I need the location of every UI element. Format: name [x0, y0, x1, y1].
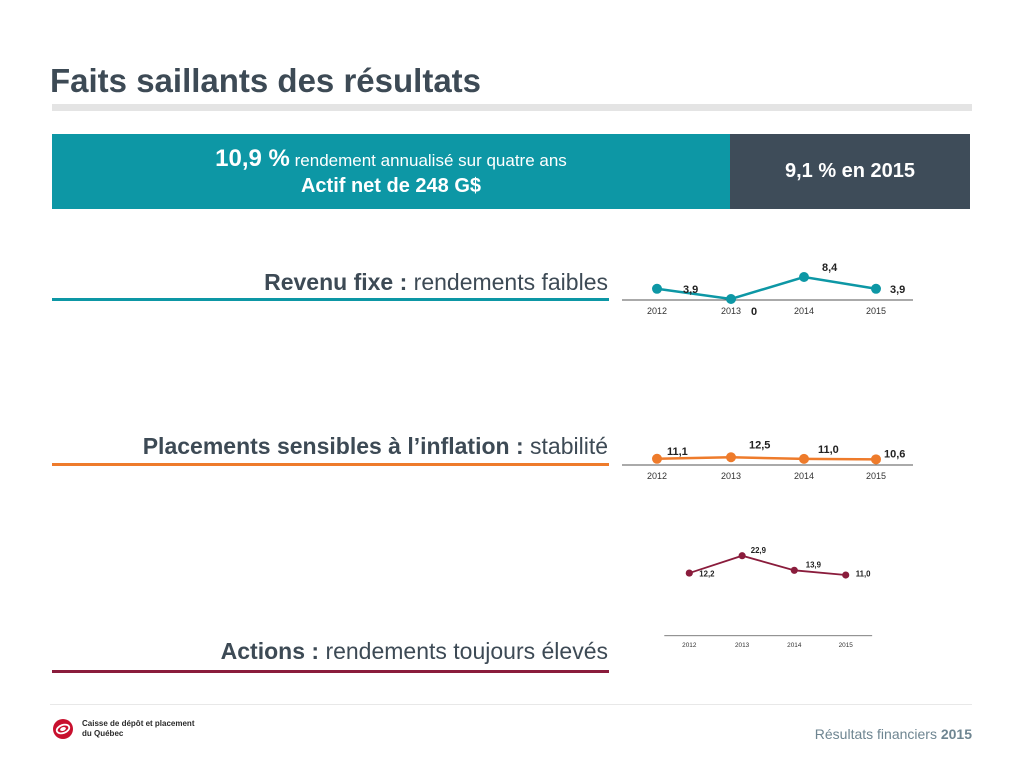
x-tick-2014: 2014 — [794, 471, 814, 481]
category-text: stabilité — [530, 433, 608, 459]
data-point-2014 — [799, 272, 809, 282]
x-tick-2012: 2012 — [647, 306, 667, 316]
data-point-2013 — [726, 452, 736, 463]
data-point-2013 — [726, 294, 736, 304]
cdpq-logo: Caisse de dépôt et placement du Québec — [52, 718, 194, 740]
data-label-2015: 11,0 — [856, 569, 871, 578]
category-text: rendements faibles — [413, 269, 608, 295]
x-tick-2014: 2014 — [794, 306, 814, 316]
data-point-2015 — [842, 571, 850, 579]
page-title: Faits saillants des résultats — [50, 62, 482, 99]
data-label-2012: 11,1 — [667, 446, 688, 458]
category-bold: Actions : — [220, 638, 320, 664]
data-point-2012 — [652, 453, 662, 464]
net-assets: Actif net de 248 G$ — [300, 175, 482, 197]
banner-highlight: 10,9 % rendement annualisé sur quatre an… — [52, 134, 730, 209]
data-label-2014: 8,4 — [822, 262, 838, 274]
chart-equities: 12,2 22,9 13,9 11,0 2012 2013 2014 2015 — [664, 546, 873, 649]
category-bold: Placements sensibles à l’inflation : — [142, 433, 524, 459]
chart-inflation: 11,1 12,5 11,0 10,6 2012 2013 2014 2015 — [622, 439, 913, 481]
return-2015-badge: 9,1 % en 2015 — [730, 134, 970, 209]
x-tick-2013: 2013 — [721, 306, 741, 316]
annualized-return-value: 10,9 % — [215, 145, 290, 172]
title-underline — [52, 104, 972, 111]
category-rule-equities — [52, 670, 609, 673]
data-label-2013: 22,9 — [751, 546, 767, 555]
cdpq-logo-icon — [53, 719, 73, 739]
data-point-2015 — [871, 283, 881, 294]
footer-divider — [50, 704, 972, 705]
data-label-2013: 0 — [751, 306, 757, 318]
x-tick-2015: 2015 — [866, 306, 886, 316]
data-point-2012 — [652, 283, 662, 294]
series-line — [689, 554, 846, 576]
category-bold: Revenu fixe : — [264, 269, 408, 295]
series-line — [656, 455, 877, 461]
data-label-2014: 13,9 — [806, 560, 822, 569]
data-point-2013 — [738, 552, 746, 560]
data-label-2015: 3,9 — [890, 284, 905, 296]
x-tick-2015: 2015 — [839, 642, 854, 649]
data-label-2012: 12,2 — [699, 570, 715, 579]
x-tick-2013: 2013 — [721, 471, 741, 481]
data-point-2014 — [790, 566, 798, 574]
logo-line-1: Caisse de dépôt et placement — [82, 719, 195, 728]
x-tick-2014: 2014 — [787, 642, 802, 649]
category-label-inflation: Placements sensibles à l’inflation : sta… — [143, 433, 608, 460]
data-label-2014: 11,0 — [818, 444, 839, 456]
annualized-return-text: rendement annualisé sur quatre ans — [294, 151, 567, 170]
footer-caption-text: Résultats financiers — [814, 726, 937, 742]
category-label-fixed-income: Revenu fixe : rendements faibles — [264, 269, 608, 296]
x-tick-2012: 2012 — [647, 471, 667, 481]
x-tick-2013: 2013 — [735, 642, 750, 649]
x-tick-2012: 2012 — [682, 642, 697, 649]
category-rule-fixed-income — [52, 298, 609, 301]
data-point-2014 — [799, 453, 809, 464]
logo-text: Caisse de dépôt et placement du Québec — [82, 719, 194, 739]
data-label-2013: 12,5 — [749, 439, 770, 451]
data-point-2015 — [871, 454, 881, 465]
category-label-equities: Actions : rendements toujours élevés — [221, 638, 608, 665]
category-rule-inflation — [52, 463, 609, 466]
x-tick-2015: 2015 — [866, 471, 886, 481]
data-point-2012 — [685, 569, 693, 577]
annualized-return-line: 10,9 % rendement annualisé sur quatre an… — [215, 145, 567, 173]
logo-line-2: du Québec — [82, 729, 124, 738]
series-line — [656, 275, 877, 301]
footer-caption-year: 2015 — [940, 726, 972, 742]
category-text: rendements toujours élevés — [325, 638, 608, 664]
data-label-2015: 10,6 — [884, 448, 905, 460]
chart-fixed-income: 3,9 0 8,4 3,9 2012 2013 2014 2015 — [622, 262, 913, 318]
data-label-2012: 3,9 — [683, 284, 698, 296]
footer-caption: Résultats financiers 2015 — [815, 726, 972, 742]
